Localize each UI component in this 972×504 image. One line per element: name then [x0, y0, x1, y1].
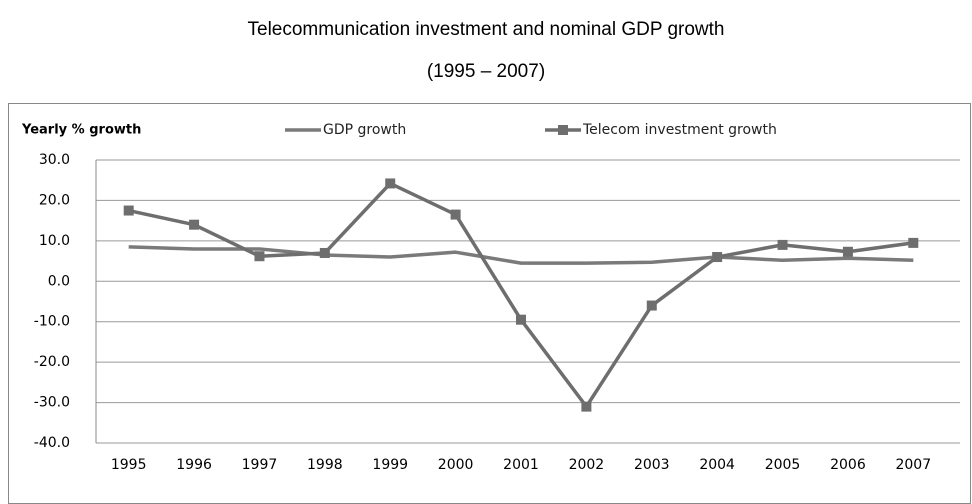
series-marker [908, 237, 919, 248]
series-marker [385, 178, 396, 189]
series-marker [450, 209, 461, 220]
y-tick-label: 30.0 [39, 152, 70, 168]
series-marker [581, 401, 592, 412]
x-tick-label: 2004 [699, 457, 735, 473]
series-line [128, 245, 914, 265]
x-tick-label: 2000 [438, 457, 474, 473]
legend-label: Telecom investment growth [582, 122, 777, 138]
chart-title: Telecommunication investment and nominal… [248, 19, 725, 40]
series-marker [842, 246, 853, 257]
y-tick-label: 0.0 [48, 273, 70, 289]
x-tick-label: 1995 [111, 457, 147, 473]
x-tick-label: 2002 [569, 457, 605, 473]
x-tick-label: 1996 [176, 457, 212, 473]
y-tick-label: 20.0 [39, 192, 70, 208]
series-marker [646, 300, 657, 311]
series-marker [189, 219, 200, 230]
x-tick-label: 2006 [830, 457, 866, 473]
series-marker [123, 205, 134, 216]
series-marker [516, 314, 526, 325]
series-line [128, 181, 914, 409]
y-axis-label: Yearly % growth [21, 123, 141, 138]
series-marker [712, 252, 723, 263]
x-tick-label: 2005 [765, 457, 801, 473]
y-tick-label: -40.0 [34, 435, 70, 451]
x-tick-label: 2003 [634, 457, 670, 473]
series-marker [319, 247, 330, 258]
y-tick-label: -10.0 [34, 314, 70, 330]
y-tick-label: -20.0 [34, 354, 70, 370]
series-marker [254, 251, 265, 262]
x-tick-label: 1998 [307, 457, 343, 473]
y-tick-label: 10.0 [39, 233, 70, 249]
y-tick-label: -30.0 [34, 395, 70, 411]
x-tick-label: 2007 [895, 457, 931, 473]
legend-label: GDP growth [323, 122, 406, 138]
x-tick-label: 2001 [503, 457, 539, 473]
legend-marker [558, 125, 568, 135]
chart-subtitle: (1995 – 2007) [427, 61, 545, 82]
x-tick-label: 1997 [242, 457, 278, 473]
series-marker [777, 239, 788, 250]
x-tick-label: 1999 [372, 457, 408, 473]
